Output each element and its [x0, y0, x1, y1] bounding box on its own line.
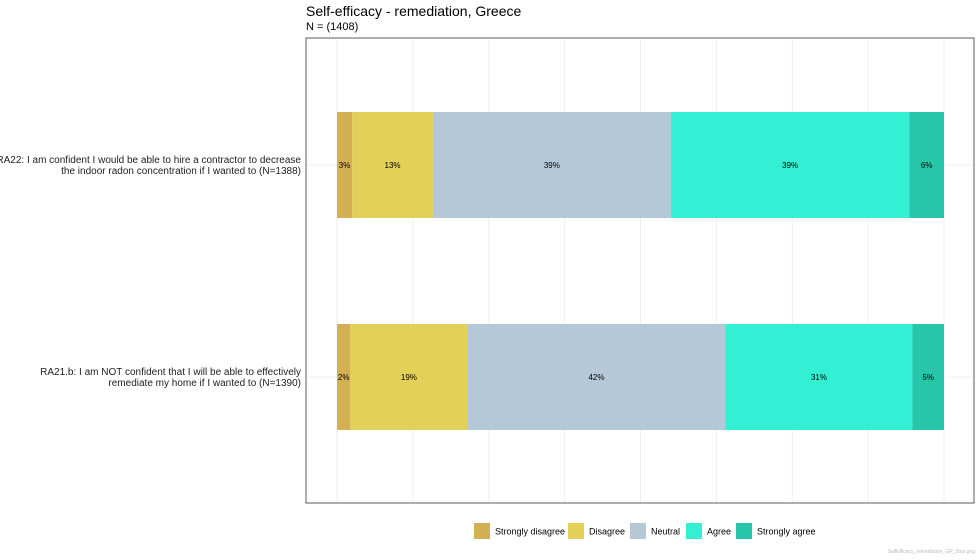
legend-label: Strongly disagree [495, 527, 565, 537]
legend-label: Strongly agree [757, 527, 816, 537]
legend-item-strongly-agree: Strongly agree [736, 523, 816, 539]
legend-swatch [630, 523, 646, 539]
legend-swatch [474, 523, 490, 539]
plot-panel [305, 37, 975, 504]
legend-item-agree: Agree [686, 523, 731, 539]
category-labels: RA22: I am confident I would be able to … [0, 155, 301, 389]
bars [337, 112, 944, 430]
bar-segment-agree [670, 112, 910, 218]
legend-label: Agree [707, 527, 731, 537]
bar-segment-strongly-disagree [337, 112, 353, 218]
segment-value-label: 2% [338, 373, 350, 382]
bar-segment-strongly-agree [909, 112, 944, 218]
legend-label: Neutral [651, 527, 680, 537]
legend-item-strongly-disagree: Strongly disagree [474, 523, 565, 539]
segment-value-label: 6% [921, 161, 933, 170]
legend-item-disagree: Disagree [568, 523, 625, 539]
bar-segment-disagree [350, 324, 468, 430]
segment-value-label: 42% [588, 373, 604, 382]
bar-segment-strongly-agree [912, 324, 944, 430]
chart-subtitle: N = (1408) [306, 21, 359, 33]
segment-value-label: 13% [385, 161, 401, 170]
bar-segment-neutral [467, 324, 726, 430]
bar-segment-strongly-disagree [337, 324, 351, 430]
segment-value-label: 39% [544, 161, 560, 170]
legend: Strongly disagree Disagree Neutral Agree Str… [474, 523, 816, 539]
legend-swatch [686, 523, 702, 539]
legend-label: Disagree [589, 527, 625, 537]
legend-item-neutral: Neutral [630, 523, 680, 539]
bar-segment-neutral [432, 112, 671, 218]
bar-segment-agree [725, 324, 913, 430]
segment-value-label: 5% [922, 373, 934, 382]
segment-value-label: 19% [401, 373, 417, 382]
segment-labels: 3% 13% 39% 39% 6% 2% 19% 42% 31% 5% [338, 161, 934, 382]
legend-swatch [736, 523, 752, 539]
watermark: SelfEfficacy_remediation_GR_2bar.png [888, 549, 976, 555]
bar-segment-disagree [352, 112, 433, 218]
segment-value-label: 39% [782, 161, 798, 170]
category-label: RA22: I am confident I would be able to … [0, 155, 301, 177]
legend-swatch [568, 523, 584, 539]
segment-value-label: 3% [339, 161, 351, 170]
category-label: RA21.b: I am NOT confident that I will b… [40, 367, 301, 389]
chart-title: Self-efficacy - remediation, Greece [306, 3, 522, 19]
segment-value-label: 31% [811, 373, 827, 382]
